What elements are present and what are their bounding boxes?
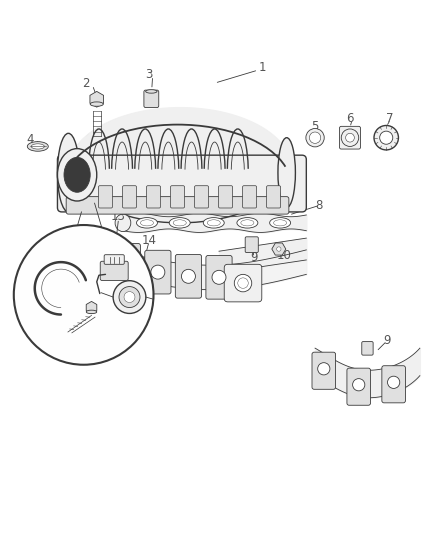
Ellipse shape	[278, 138, 295, 207]
FancyBboxPatch shape	[243, 185, 257, 208]
Ellipse shape	[306, 128, 324, 147]
FancyBboxPatch shape	[175, 254, 201, 298]
FancyBboxPatch shape	[382, 366, 406, 403]
Text: 3: 3	[145, 68, 153, 81]
FancyBboxPatch shape	[144, 90, 159, 108]
FancyBboxPatch shape	[347, 368, 371, 405]
Ellipse shape	[71, 109, 289, 223]
Text: 10: 10	[277, 249, 292, 262]
FancyBboxPatch shape	[100, 261, 128, 280]
Ellipse shape	[113, 281, 146, 313]
Text: 9: 9	[250, 251, 258, 264]
Ellipse shape	[181, 269, 195, 284]
FancyBboxPatch shape	[194, 185, 208, 208]
Ellipse shape	[141, 220, 153, 226]
FancyBboxPatch shape	[267, 185, 281, 208]
Ellipse shape	[27, 142, 48, 151]
Ellipse shape	[146, 90, 157, 93]
Ellipse shape	[241, 220, 254, 226]
Text: 2: 2	[82, 77, 90, 90]
FancyBboxPatch shape	[145, 251, 171, 294]
Ellipse shape	[169, 217, 190, 228]
Ellipse shape	[274, 220, 287, 226]
Ellipse shape	[120, 259, 134, 272]
FancyBboxPatch shape	[339, 126, 360, 149]
FancyBboxPatch shape	[206, 255, 232, 299]
Ellipse shape	[106, 268, 113, 274]
Ellipse shape	[270, 217, 290, 228]
Ellipse shape	[57, 133, 79, 212]
Circle shape	[14, 225, 153, 365]
Ellipse shape	[238, 278, 248, 288]
Text: 6: 6	[346, 111, 354, 125]
Ellipse shape	[353, 378, 365, 391]
FancyBboxPatch shape	[170, 185, 184, 208]
Ellipse shape	[57, 149, 97, 201]
Ellipse shape	[388, 376, 400, 389]
FancyBboxPatch shape	[57, 159, 86, 188]
Text: 16: 16	[89, 273, 104, 286]
Text: 7: 7	[385, 111, 393, 125]
Ellipse shape	[234, 274, 252, 292]
Ellipse shape	[137, 217, 157, 228]
Text: 5: 5	[311, 120, 319, 133]
Ellipse shape	[90, 102, 103, 106]
FancyBboxPatch shape	[114, 244, 141, 287]
FancyBboxPatch shape	[123, 185, 137, 208]
Ellipse shape	[173, 220, 186, 226]
Ellipse shape	[124, 292, 135, 303]
Ellipse shape	[31, 144, 44, 149]
Ellipse shape	[207, 220, 220, 226]
Text: 15: 15	[50, 234, 65, 247]
Ellipse shape	[102, 264, 116, 278]
Ellipse shape	[203, 217, 224, 228]
FancyBboxPatch shape	[99, 185, 113, 208]
Text: 9: 9	[383, 334, 391, 347]
Text: 4: 4	[27, 133, 34, 147]
Ellipse shape	[380, 131, 393, 144]
Ellipse shape	[119, 287, 140, 308]
FancyBboxPatch shape	[57, 155, 306, 212]
FancyBboxPatch shape	[147, 185, 160, 208]
Text: 1: 1	[259, 61, 266, 74]
Ellipse shape	[64, 157, 90, 192]
Ellipse shape	[374, 125, 399, 150]
FancyBboxPatch shape	[104, 255, 124, 264]
FancyBboxPatch shape	[219, 185, 233, 208]
Ellipse shape	[318, 362, 330, 375]
Ellipse shape	[115, 214, 131, 231]
Text: 13: 13	[111, 210, 126, 223]
Text: 11: 11	[240, 280, 255, 293]
Ellipse shape	[212, 270, 226, 284]
Text: 12: 12	[102, 274, 117, 287]
Ellipse shape	[86, 310, 97, 313]
Ellipse shape	[237, 217, 258, 228]
Text: 8: 8	[316, 199, 323, 212]
FancyBboxPatch shape	[245, 237, 258, 253]
FancyBboxPatch shape	[362, 342, 373, 355]
FancyBboxPatch shape	[224, 264, 262, 302]
Ellipse shape	[346, 133, 354, 142]
Text: 14: 14	[141, 234, 157, 247]
FancyBboxPatch shape	[312, 352, 336, 389]
Ellipse shape	[277, 247, 281, 251]
FancyBboxPatch shape	[66, 197, 289, 214]
Ellipse shape	[309, 132, 321, 143]
Ellipse shape	[151, 265, 165, 279]
